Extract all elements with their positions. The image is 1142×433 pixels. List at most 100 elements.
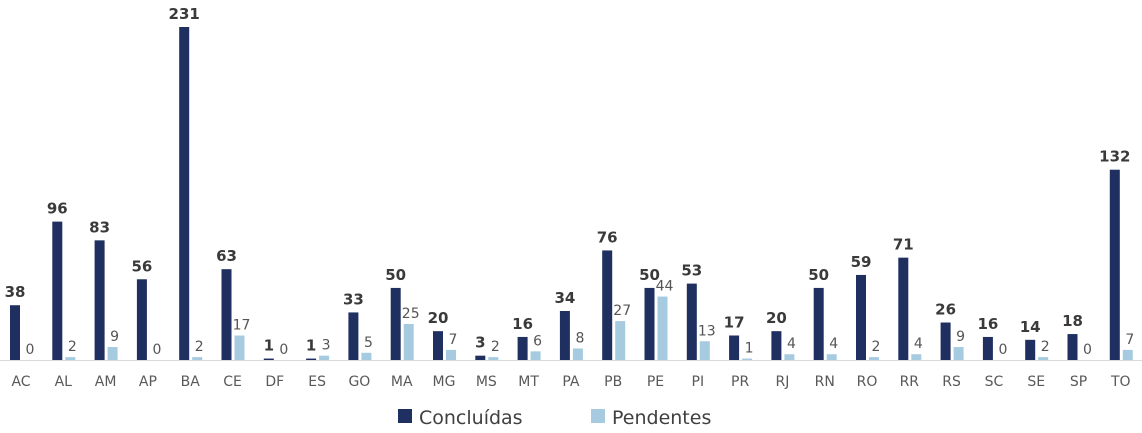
data-label-concluidas: 96 — [47, 200, 68, 218]
bar-concluidas — [982, 336, 993, 360]
data-label-concluidas: 76 — [597, 228, 618, 246]
x-tick-label: BA — [181, 374, 201, 390]
data-label-concluidas: 26 — [935, 301, 956, 319]
data-label-pendentes: 2 — [195, 339, 204, 355]
x-tick-label: RS — [942, 374, 961, 390]
data-label-concluidas: 3 — [475, 334, 485, 352]
data-label-pendentes: 5 — [364, 335, 373, 351]
bar-concluidas — [1025, 339, 1036, 360]
bar-pendentes — [615, 321, 626, 360]
bar-pendentes — [657, 296, 668, 360]
bar-concluidas — [348, 312, 359, 360]
bar-pendentes — [192, 357, 203, 360]
x-tick-label: MG — [433, 374, 456, 390]
bar-pendentes — [530, 351, 541, 360]
data-label-concluidas: 50 — [385, 266, 406, 284]
x-tick-label: AC — [11, 374, 30, 390]
data-label-pendentes: 4 — [829, 336, 838, 352]
x-tick-label: PI — [692, 374, 705, 390]
data-label-concluidas: 20 — [428, 309, 449, 327]
bar-concluidas — [475, 355, 486, 360]
data-label-pendentes: 7 — [449, 332, 458, 348]
data-label-pendentes: 6 — [533, 333, 542, 349]
bar-concluidas — [306, 358, 317, 360]
x-tick-label: RO — [857, 374, 878, 390]
x-tick-label: RR — [900, 374, 920, 390]
data-label-pendentes: 2 — [491, 339, 500, 355]
data-label-pendentes: 4 — [787, 336, 796, 352]
data-label-pendentes: 44 — [656, 279, 674, 295]
x-tick-label: MA — [391, 374, 413, 390]
data-label-concluidas: 63 — [216, 247, 237, 265]
data-label-concluidas: 16 — [977, 315, 998, 333]
bar-concluidas — [856, 274, 866, 360]
bar-concluidas — [179, 27, 190, 360]
data-label-concluidas: 1 — [264, 337, 274, 355]
bar-pendentes — [446, 349, 456, 360]
bar-pendentes — [319, 355, 330, 360]
bar-pendentes — [911, 354, 922, 360]
x-tick-label: PE — [647, 374, 664, 390]
x-tick-label: MT — [518, 374, 539, 390]
data-label-pendentes: 7 — [1125, 332, 1134, 348]
x-tick-label: AL — [55, 374, 73, 390]
data-label-concluidas: 50 — [808, 266, 829, 284]
bar-concluidas — [517, 336, 528, 360]
bar-concluidas — [10, 305, 20, 360]
x-tick-label: AP — [139, 374, 157, 390]
legend-label-pendentes: Pendentes — [612, 407, 711, 429]
data-label-concluidas: 16 — [512, 315, 533, 333]
data-label-pendentes: 9 — [956, 329, 965, 345]
legend-swatch-pendentes — [591, 409, 605, 423]
data-label-concluidas: 231 — [169, 5, 200, 23]
bar-concluidas — [221, 269, 232, 360]
bar-concluidas — [52, 221, 63, 360]
x-tick-label: PA — [562, 374, 580, 390]
data-label-pendentes: 3 — [322, 338, 331, 354]
x-tick-label: AM — [95, 374, 117, 390]
data-label-pendentes: 25 — [402, 306, 420, 322]
data-label-pendentes: 2 — [68, 339, 77, 355]
x-tick-label: ES — [308, 374, 326, 390]
data-label-pendentes: 2 — [872, 339, 881, 355]
data-label-concluidas: 56 — [131, 257, 152, 275]
x-tick-label: SE — [1027, 374, 1045, 390]
data-label-concluidas: 53 — [681, 262, 702, 280]
bar-pendentes — [488, 357, 499, 360]
bar-concluidas — [1109, 169, 1120, 360]
bar-concluidas — [433, 331, 443, 360]
bar-pendentes — [403, 323, 414, 360]
data-label-pendentes: 0 — [998, 342, 1007, 358]
data-label-concluidas: 34 — [554, 289, 575, 307]
data-label-pendentes: 2 — [1041, 339, 1050, 355]
x-tick-label: RJ — [775, 374, 789, 390]
data-label-pendentes: 0 — [152, 342, 161, 358]
bar-pendentes — [699, 341, 710, 360]
data-label-pendentes: 1 — [745, 341, 754, 357]
bar-pendentes — [869, 357, 879, 360]
data-label-concluidas: 18 — [1062, 312, 1083, 330]
data-label-concluidas: 59 — [851, 253, 872, 271]
data-label-concluidas: 14 — [1020, 318, 1041, 336]
bar-concluidas — [729, 335, 740, 360]
data-label-pendentes: 0 — [279, 342, 288, 358]
bar-pendentes — [1038, 357, 1049, 360]
x-tick-label: PR — [731, 374, 749, 390]
bar-pendentes — [572, 348, 583, 360]
data-label-concluidas: 83 — [89, 218, 110, 236]
bar-concluidas — [1067, 334, 1078, 360]
legend-swatch-concluidas — [398, 409, 412, 423]
data-label-concluidas: 1 — [306, 337, 316, 355]
bar-pendentes — [826, 354, 837, 360]
data-label-concluidas: 132 — [1099, 148, 1130, 166]
data-label-pendentes: 13 — [698, 323, 716, 339]
bar-concluidas — [898, 257, 909, 360]
data-label-pendentes: 8 — [575, 330, 584, 346]
bar-pendentes — [784, 354, 795, 360]
data-label-concluidas: 71 — [893, 236, 914, 254]
data-label-pendentes: 0 — [1083, 342, 1092, 358]
data-label-concluidas: 50 — [639, 266, 660, 284]
x-tick-label: TO — [1110, 374, 1131, 390]
bar-pendentes — [234, 335, 245, 360]
data-label-pendentes: 17 — [233, 317, 251, 333]
